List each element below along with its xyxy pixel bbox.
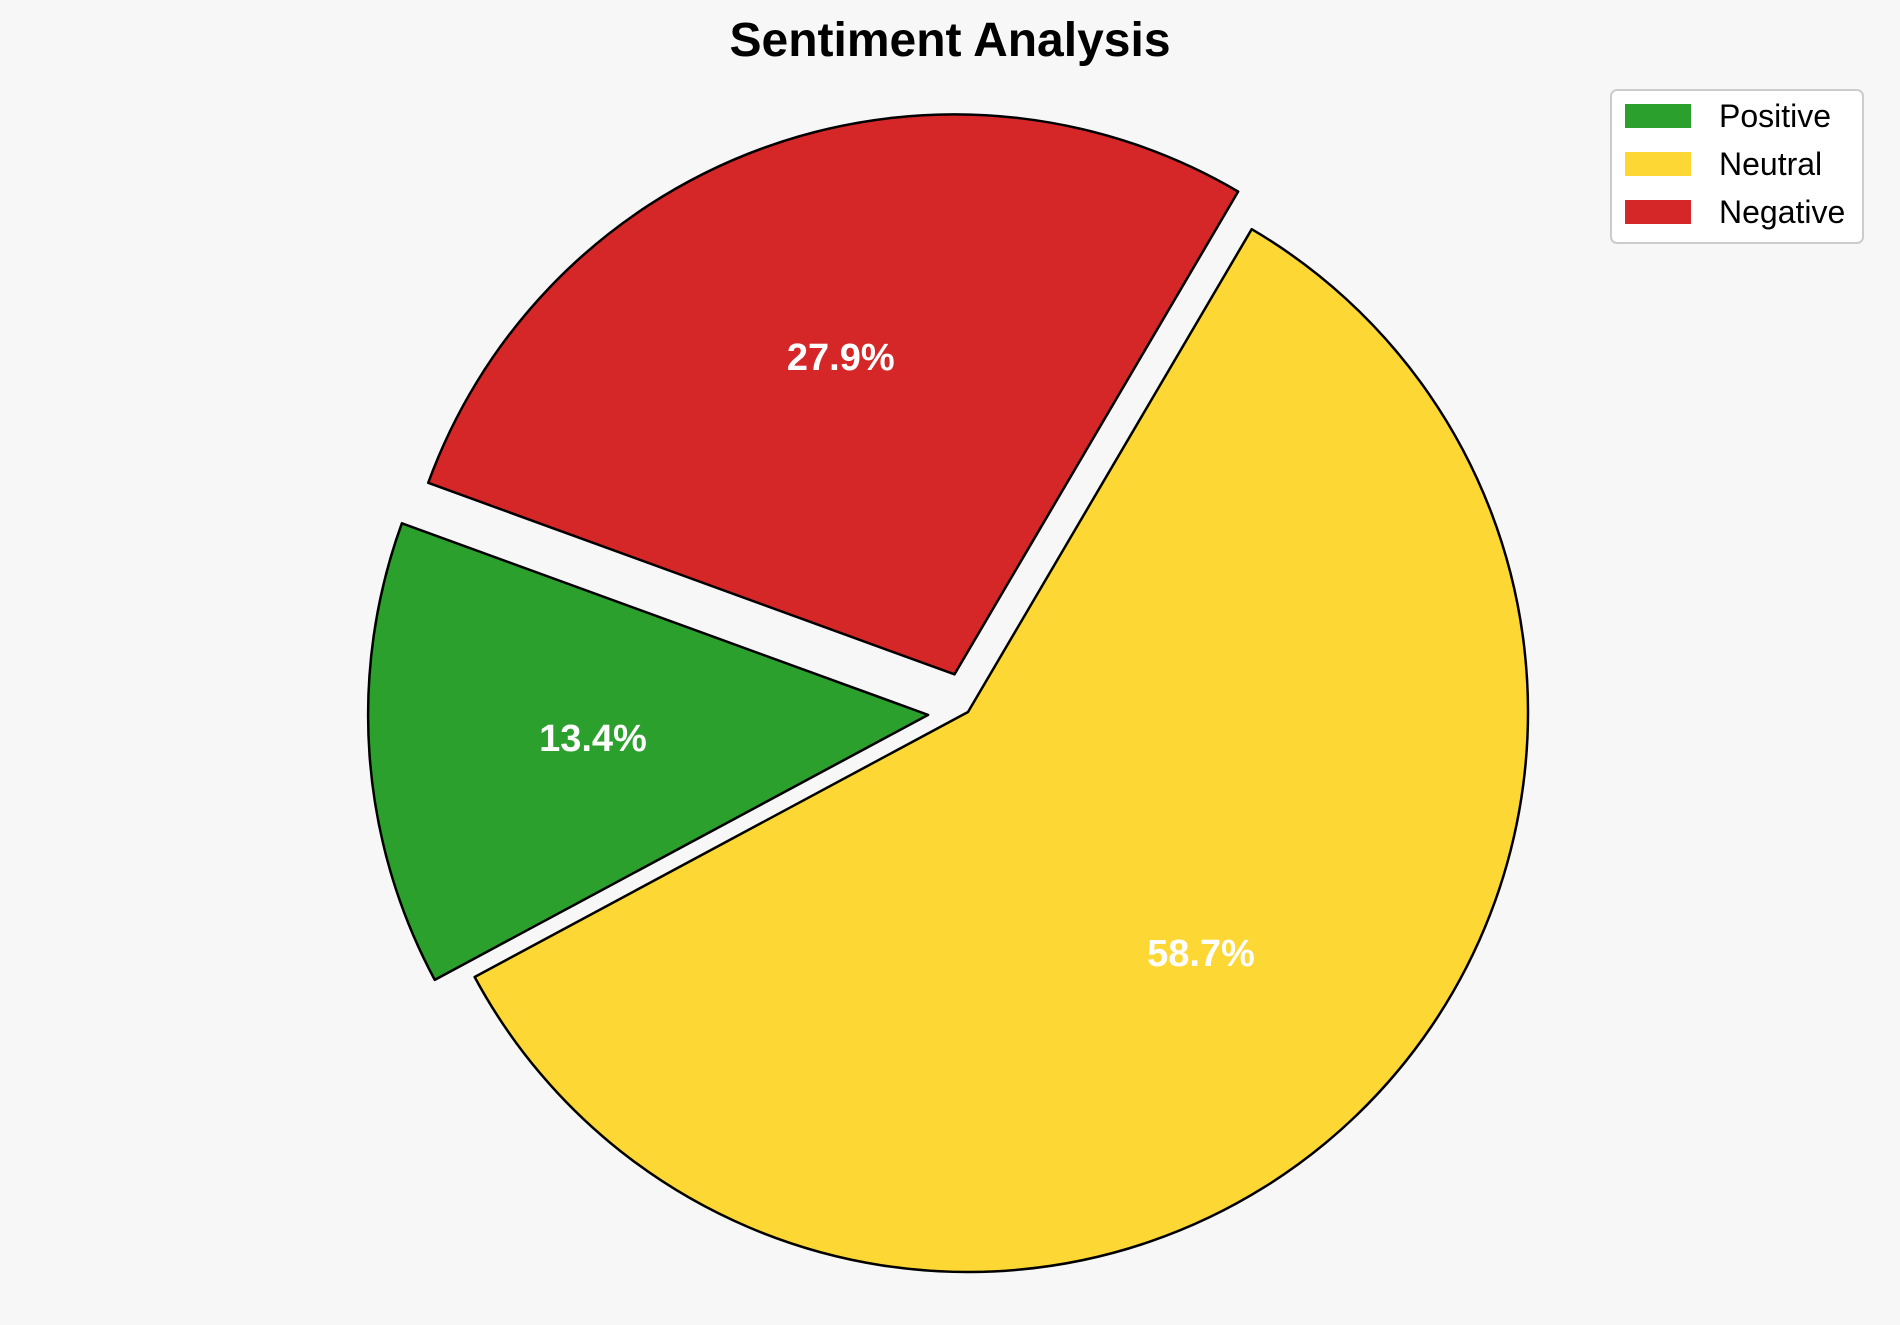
pie-slice-negative: [426, 113, 1240, 676]
pie-label-positive: 13.4%: [539, 718, 647, 760]
chart-title: Sentiment Analysis: [729, 14, 1170, 67]
legend-item-positive: Positive: [1625, 98, 1831, 134]
pie-slices: [366, 113, 1530, 1274]
legend-label-positive: Positive: [1719, 98, 1831, 134]
legend-swatch-negative: [1625, 200, 1691, 224]
pie-value-labels: 13.4% 58.7% 27.9%: [539, 337, 1255, 975]
pie-slice-positive: [366, 522, 930, 982]
pie-label-neutral: 58.7%: [1147, 933, 1255, 975]
legend-label-neutral: Neutral: [1719, 146, 1822, 182]
legend-label-negative: Negative: [1719, 194, 1845, 230]
legend-items: Positive Neutral Negative: [1625, 98, 1845, 230]
legend-swatch-positive: [1625, 104, 1691, 128]
pie-slice-neutral: [473, 227, 1530, 1274]
legend-item-neutral: Neutral: [1625, 146, 1822, 182]
pie-label-negative: 27.9%: [787, 337, 895, 379]
legend: Positive Neutral Negative: [1610, 89, 1864, 244]
legend-item-negative: Negative: [1625, 194, 1845, 230]
legend-swatch-neutral: [1625, 152, 1691, 176]
